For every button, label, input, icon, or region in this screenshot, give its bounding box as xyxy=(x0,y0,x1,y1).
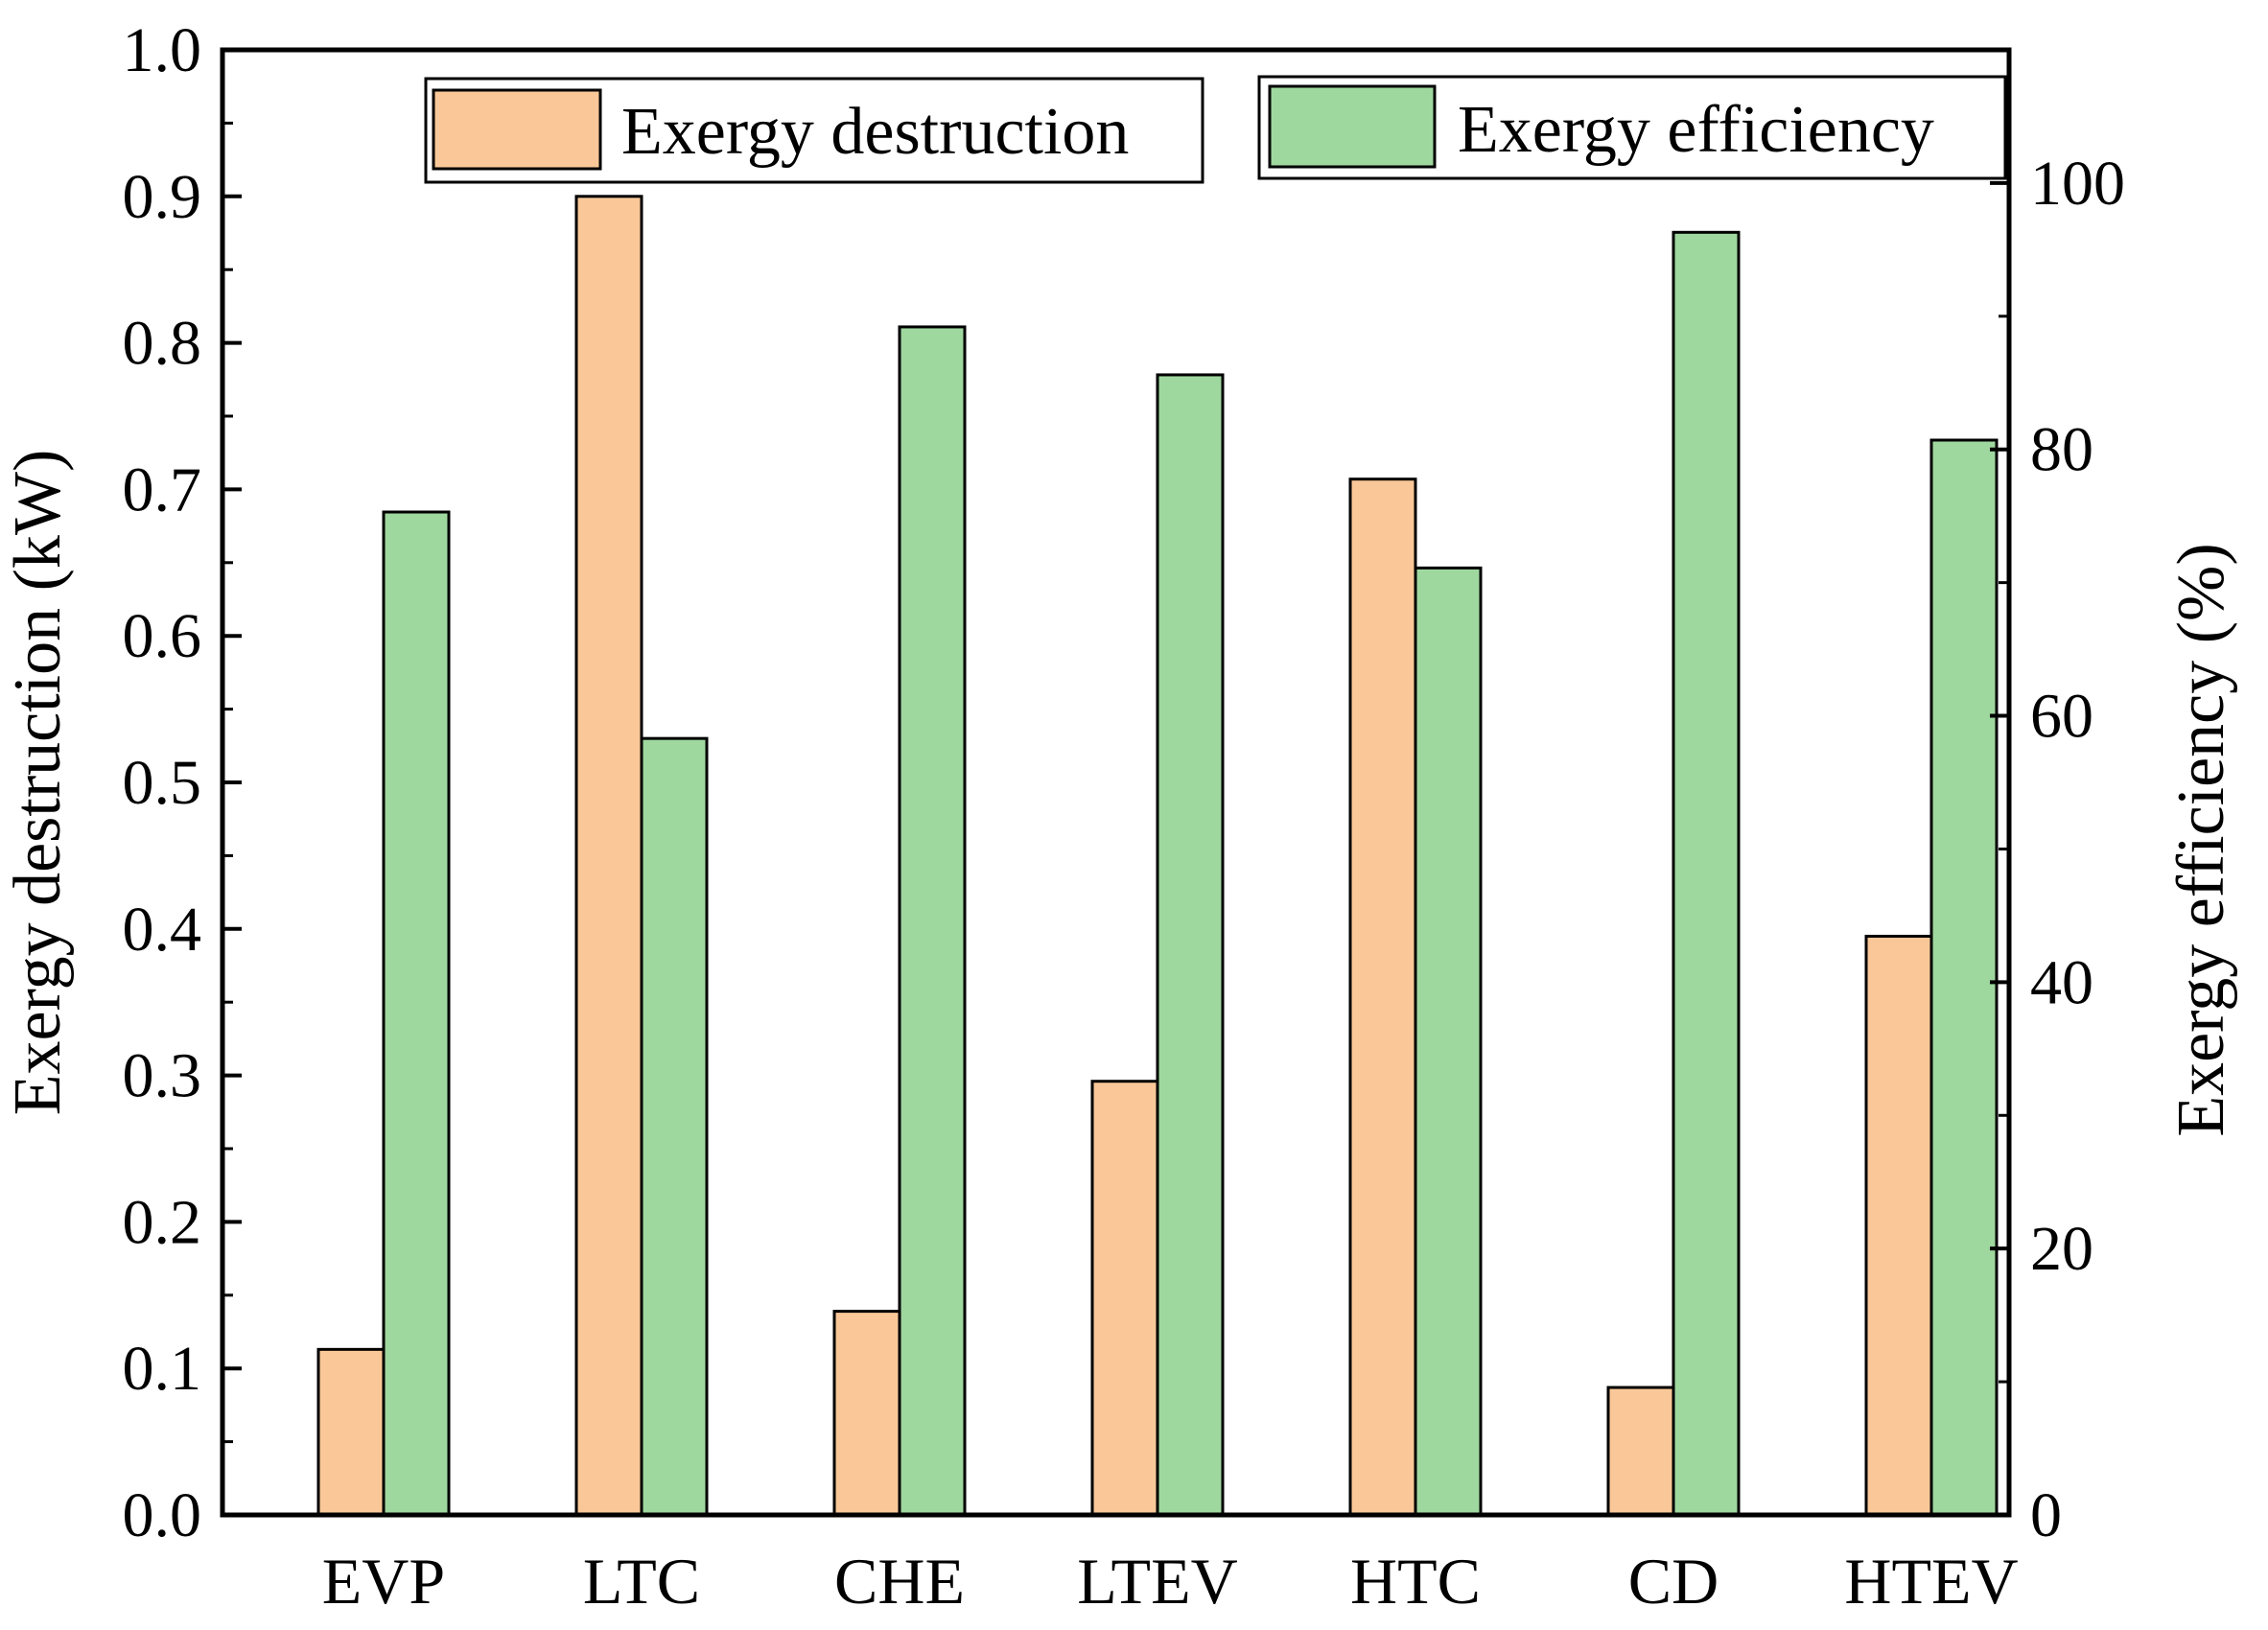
y-tick-label-right: 20 xyxy=(2030,1214,2093,1284)
x-tick-label-cd: CD xyxy=(1628,1545,1719,1618)
y-tick-label-right: 40 xyxy=(2030,947,2093,1017)
y-tick-label-left: 0.9 xyxy=(123,162,202,232)
bar-exergy-efficiency-ltev[interactable] xyxy=(1156,373,1225,1517)
x-tick-label-evp: EVP xyxy=(322,1545,445,1618)
x-tick-label-htc: HTC xyxy=(1350,1545,1481,1618)
bar-exergy-destruction-htc[interactable] xyxy=(1348,477,1417,1517)
bar-exergy-efficiency-htev[interactable] xyxy=(1929,438,1999,1517)
legend-label-exergy-efficiency: Exergy efficiency xyxy=(1458,93,1934,167)
legend-swatch-exergy-efficiency xyxy=(1268,84,1437,169)
y-tick-label-left: 0.5 xyxy=(123,748,202,818)
bar-exergy-destruction-evp[interactable] xyxy=(316,1347,386,1517)
bar-exergy-destruction-cd[interactable] xyxy=(1606,1386,1675,1517)
bars-layer xyxy=(316,195,1999,1517)
y-axis-title-left: Exergy destruction (kW) xyxy=(1,450,75,1116)
x-tick-label-ltev: LTEV xyxy=(1077,1545,1237,1618)
bar-exergy-efficiency-htc[interactable] xyxy=(1414,566,1483,1517)
y-tick-label-left: 0.7 xyxy=(123,454,202,524)
legend-item-exergy-destruction[interactable]: Exergy destruction xyxy=(424,77,1204,184)
y-tick-label-left: 1.0 xyxy=(123,15,202,85)
bar-exergy-destruction-htev[interactable] xyxy=(1864,934,1933,1517)
bar-exergy-efficiency-evp[interactable] xyxy=(382,510,451,1517)
y-tick-label-right: 100 xyxy=(2030,149,2125,219)
legend-item-exergy-efficiency[interactable]: Exergy efficiency xyxy=(1257,75,2007,180)
x-tick-label-htev: HTEV xyxy=(1844,1545,2018,1618)
y-tick-label-left: 0.2 xyxy=(123,1187,202,1257)
legend-swatch-exergy-destruction xyxy=(432,88,602,171)
y-axis-title-right: Exergy efficiency (%) xyxy=(2164,543,2238,1136)
y-tick-label-left: 0.3 xyxy=(123,1041,202,1111)
y-tick-label-left: 0.4 xyxy=(123,895,202,965)
y-tick-label-right: 60 xyxy=(2030,682,2093,752)
legend: Exergy destruction Exergy efficiency xyxy=(424,75,2007,184)
bar-exergy-efficiency-cd[interactable] xyxy=(1672,230,1741,1517)
y-tick-label-left: 0.8 xyxy=(123,309,202,379)
y-tick-label-right: 80 xyxy=(2030,415,2093,485)
bar-exergy-destruction-ltev[interactable] xyxy=(1090,1080,1159,1517)
axes-layer: EVP LTC CHE LTEV HTC CD HTEV 0.0 0.1 0.2 0.3 0.4 0.5… xyxy=(123,15,2126,1618)
y-tick-label-left: 0.1 xyxy=(123,1334,202,1404)
legend-label-exergy-destruction: Exergy destruction xyxy=(621,95,1129,169)
x-tick-label-che: CHE xyxy=(834,1545,965,1618)
y-tick-label-left: 0.6 xyxy=(123,601,202,671)
y-tick-label-right: 0 xyxy=(2030,1480,2062,1550)
bar-exergy-efficiency-che[interactable] xyxy=(898,325,967,1517)
bar-exergy-efficiency-ltc[interactable] xyxy=(640,736,709,1517)
bar-exergy-destruction-ltc[interactable] xyxy=(574,195,643,1517)
bar-exergy-destruction-che[interactable] xyxy=(832,1310,901,1517)
x-tick-label-ltc: LTC xyxy=(583,1545,700,1618)
y-tick-label-left: 0.0 xyxy=(123,1480,202,1550)
